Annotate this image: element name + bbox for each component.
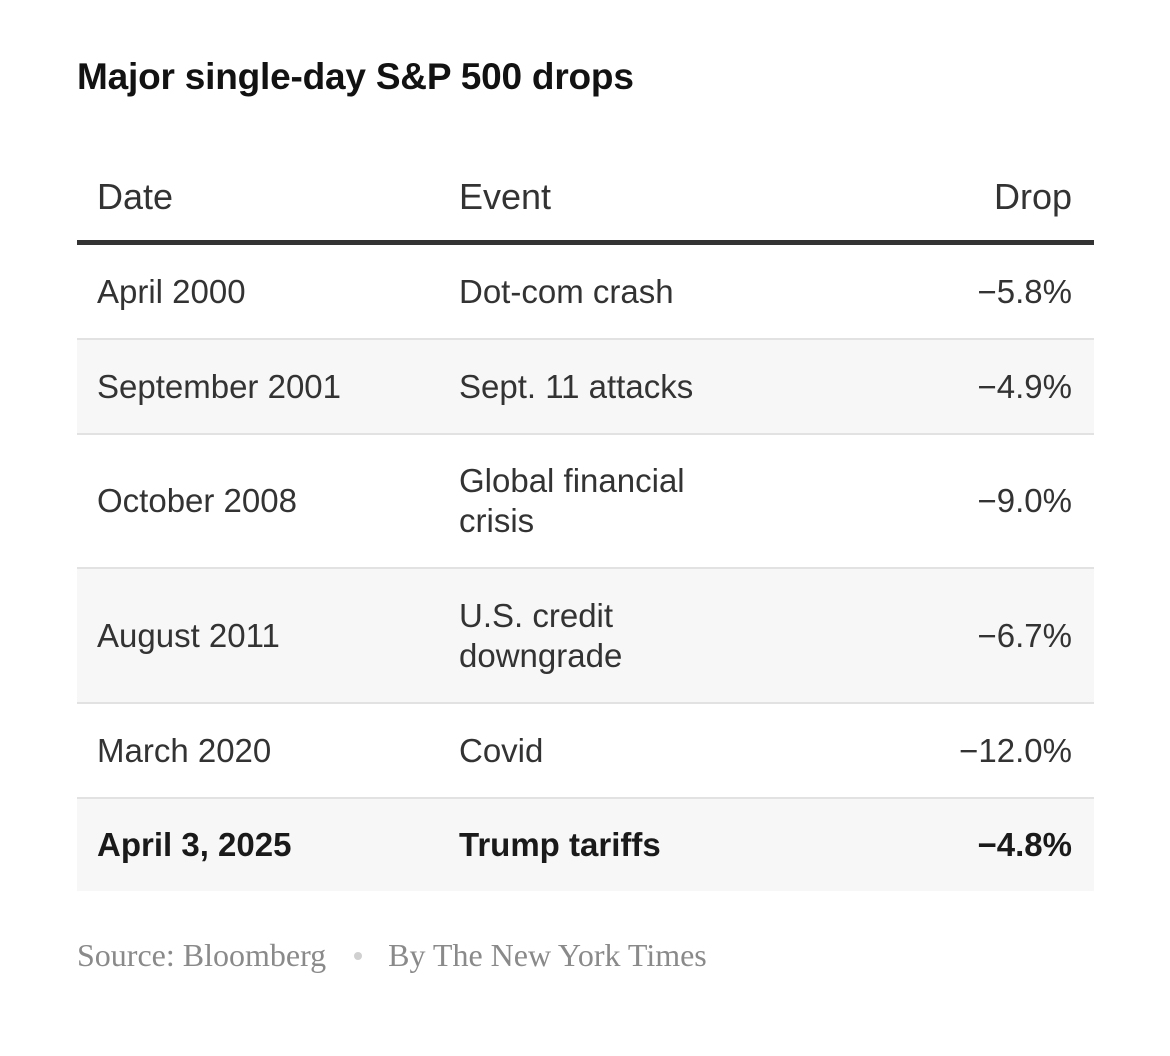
drops-table: Date Event Drop April 2000 Dot-com crash… (77, 158, 1094, 891)
table-row: April 2000 Dot-com crash −5.8% (77, 245, 1094, 340)
header-drop: Drop (993, 176, 1072, 217)
cell-drop: −12.0% (959, 731, 1072, 769)
footer: Source: Bloomberg By The New York Times (77, 937, 707, 974)
cell-event: Sept. 11 attacks (459, 367, 694, 405)
header-event: Event (459, 176, 552, 217)
table-row: March 2020 Covid −12.0% (77, 704, 1094, 799)
cell-date: October 2008 (97, 482, 297, 519)
table-row: August 2011 U.S. credit downgrade −6.7% (77, 569, 1094, 704)
table-row: September 2001 Sept. 11 attacks −4.9% (77, 340, 1094, 435)
cell-drop: −4.8% (977, 826, 1073, 863)
cell-date: September 2001 (97, 367, 342, 405)
cell-drop: −6.7% (977, 616, 1073, 654)
byline: By The New York Times (388, 937, 707, 973)
cell-event: U.S. credit downgrade (459, 596, 623, 674)
cell-drop: −5.8% (977, 272, 1073, 310)
cell-date: March 2020 (97, 731, 272, 769)
separator-dot-icon (354, 951, 363, 960)
cell-date: August 2011 (97, 616, 280, 654)
cell-event: Covid (459, 731, 544, 769)
table-row: October 2008 Global financial crisis −9.… (77, 435, 1094, 569)
cell-event: Dot-com crash (459, 272, 674, 310)
cell-drop: −9.0% (977, 482, 1073, 519)
cell-event: Global financial crisis (459, 462, 685, 539)
cell-date: April 2000 (97, 272, 246, 310)
cell-drop: −4.9% (977, 367, 1073, 405)
cell-date: April 3, 2025 (97, 826, 292, 863)
table-title: Major single-day S&P 500 drops (77, 56, 634, 97)
source-credit: Source: Bloomberg (77, 937, 327, 973)
table-row-highlighted: April 3, 2025 Trump tariffs −4.8% (77, 799, 1094, 891)
cell-event: Trump tariffs (459, 826, 661, 863)
table-header: Date Event Drop (77, 158, 1094, 245)
header-date: Date (97, 176, 174, 217)
